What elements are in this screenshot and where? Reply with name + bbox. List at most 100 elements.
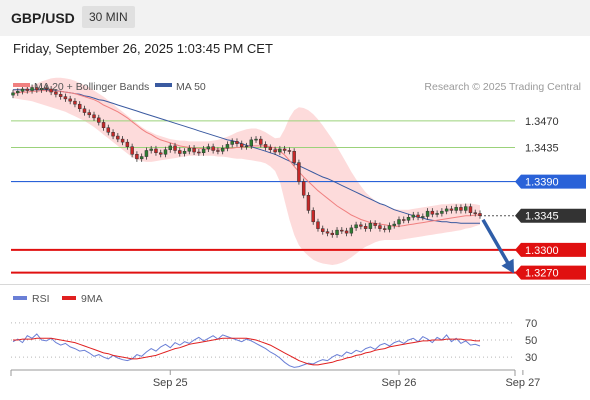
candle-body <box>359 224 363 227</box>
candle-body <box>97 117 101 123</box>
candle-body <box>73 100 77 105</box>
candle-body <box>430 210 435 215</box>
candle <box>259 136 263 148</box>
candle-body <box>340 229 344 232</box>
candle <box>68 95 72 105</box>
rsi-tick-label: 70 <box>525 318 537 330</box>
candle <box>173 142 177 154</box>
candle <box>220 145 225 155</box>
candle-body <box>282 148 287 151</box>
candle <box>435 210 439 218</box>
candle <box>30 84 34 94</box>
candle-body <box>354 224 358 229</box>
candle-body <box>311 210 315 223</box>
candle <box>154 145 158 156</box>
price-legend: MA 20 + Bollinger Bands MA 50 Research ©… <box>13 81 581 93</box>
candle-body <box>406 216 411 221</box>
level-label-1.3345: 1.3345 <box>525 211 559 223</box>
candle <box>444 205 449 215</box>
candle <box>363 223 368 232</box>
candle <box>378 222 382 232</box>
top-bar: GBP/USD 30 MIN <box>0 0 590 36</box>
rsi-panel: 70 50 30 RSI 9MA <box>11 293 537 368</box>
candle-body <box>158 152 163 155</box>
candle <box>20 86 25 95</box>
candle-body <box>392 223 396 226</box>
candle-body <box>235 141 239 144</box>
candle <box>397 216 401 228</box>
candle <box>201 145 206 156</box>
forecast-arrow-group <box>481 218 514 274</box>
candle <box>101 119 106 131</box>
candle-body <box>287 150 292 152</box>
candle <box>163 146 168 158</box>
level-label-1.3270: 1.3270 <box>525 268 559 280</box>
candle-body <box>168 145 172 150</box>
candle-body <box>478 213 482 216</box>
candle-body <box>220 147 225 152</box>
candle <box>249 136 253 149</box>
candle <box>192 145 196 156</box>
candle <box>39 85 44 93</box>
candle <box>16 88 20 96</box>
candle <box>178 147 182 157</box>
rsi-tick-label: 30 <box>525 352 537 364</box>
candle <box>230 138 234 148</box>
candle-body <box>440 210 444 214</box>
candle-body <box>473 212 477 214</box>
bollinger-band-area <box>13 77 480 265</box>
candle-body <box>382 228 387 230</box>
candle <box>340 227 344 234</box>
candle-body <box>163 149 168 155</box>
candle <box>139 153 144 162</box>
candle <box>382 225 387 233</box>
candle-body <box>444 208 449 212</box>
watermark: Research © 2025 Trading Central <box>424 81 581 93</box>
candle <box>421 213 425 221</box>
candle-body <box>154 148 158 154</box>
candle-body <box>373 223 377 226</box>
candle-body <box>240 143 244 147</box>
candle-body <box>325 231 330 234</box>
candle <box>449 205 454 214</box>
legend-ma50-swatch <box>155 83 172 87</box>
x-tick-label: Sep 27 <box>505 377 540 389</box>
rsi-legend: RSI 9MA <box>13 293 103 305</box>
candle <box>135 151 139 162</box>
candle-body <box>16 91 20 94</box>
candle <box>368 220 373 232</box>
candle <box>168 142 172 153</box>
candle <box>325 228 330 237</box>
candle <box>263 141 268 151</box>
candle-body <box>421 216 425 218</box>
timeframe-badge[interactable]: 30 MIN <box>82 6 135 28</box>
candle <box>235 138 239 147</box>
candle-body <box>335 229 339 235</box>
candle <box>278 145 282 156</box>
candle-body <box>58 94 63 97</box>
candle <box>440 208 444 217</box>
candle-body <box>259 138 263 145</box>
rsi-lines <box>12 333 481 368</box>
level-label-1.3390: 1.3390 <box>525 177 559 189</box>
candle-body <box>378 225 382 229</box>
level-tag-1.3300 <box>515 242 586 257</box>
candle <box>316 218 320 232</box>
candle-body <box>101 122 106 128</box>
candle <box>387 222 392 233</box>
legend-9ma-label: 9MA <box>81 293 103 305</box>
candle-body <box>297 162 301 182</box>
candle <box>54 89 58 98</box>
candle-body <box>344 230 349 234</box>
candle <box>406 214 411 224</box>
candle <box>82 105 87 116</box>
candle-body <box>278 148 282 153</box>
level-label-1.3470: 1.3470 <box>525 116 559 128</box>
candle-body <box>254 138 258 141</box>
candle <box>454 204 458 214</box>
candle <box>120 136 125 146</box>
forecast-arrow-head <box>501 258 514 274</box>
candle <box>106 124 111 136</box>
candle <box>468 203 473 216</box>
